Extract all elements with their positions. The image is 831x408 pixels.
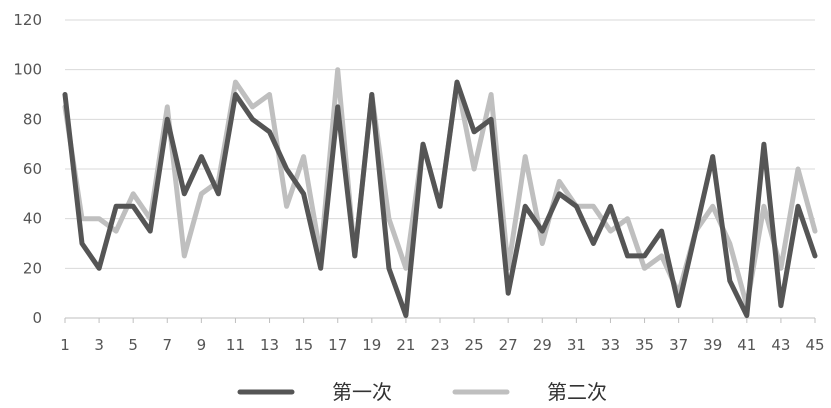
y-axis-ticks: 0 20 40 60 80 100 120 [13, 11, 42, 327]
x-tick-label: 17 [328, 336, 347, 354]
x-tick-label: 9 [197, 336, 207, 354]
y-tick-label: 0 [32, 309, 42, 327]
legend: 第一次 第二次 [237, 380, 607, 404]
series-lines [62, 67, 818, 318]
x-tick-label: 29 [533, 336, 552, 354]
x-tick-label: 33 [601, 336, 620, 354]
y-tick-label: 80 [23, 110, 42, 128]
x-tick-label: 5 [128, 336, 138, 354]
x-tick-label: 15 [294, 336, 313, 354]
x-tick-label: 23 [430, 336, 449, 354]
x-tick-label: 35 [635, 336, 654, 354]
x-axis-ticks: 1 3 5 7 9 11 13 15 17 19 21 23 25 27 29 31 33 35 37 39 41 43 4… [60, 318, 825, 354]
x-tick-label: 31 [567, 336, 586, 354]
gridlines [65, 19, 815, 319]
x-tick-label: 11 [226, 336, 245, 354]
x-tick-label: 37 [669, 336, 688, 354]
x-tick-label: 43 [771, 336, 790, 354]
series-line-first [62, 79, 818, 318]
legend-label: 第一次 [332, 380, 392, 404]
x-tick-label: 3 [94, 336, 104, 354]
x-tick-label: 19 [362, 336, 381, 354]
y-tick-label: 40 [23, 210, 42, 228]
x-tick-label: 39 [703, 336, 722, 354]
x-tick-label: 13 [260, 336, 279, 354]
x-tick-label: 41 [737, 336, 756, 354]
y-tick-label: 60 [23, 160, 42, 178]
y-tick-label: 120 [13, 11, 42, 29]
series-line-second [62, 67, 818, 309]
y-tick-label: 100 [13, 61, 42, 79]
x-tick-label: 45 [805, 336, 824, 354]
x-tick-label: 25 [465, 336, 484, 354]
y-tick-label: 20 [23, 259, 42, 277]
x-tick-label: 1 [60, 336, 70, 354]
x-tick-label: 27 [499, 336, 518, 354]
x-tick-label: 21 [396, 336, 415, 354]
x-tick-label: 7 [162, 336, 172, 354]
legend-label: 第二次 [547, 380, 607, 404]
